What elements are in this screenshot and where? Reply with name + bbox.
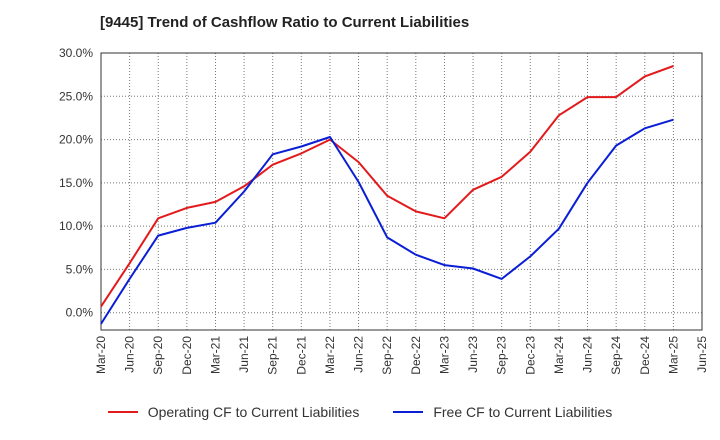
x-tick-label: Dec-20 [180, 336, 194, 375]
y-tick-label: 5.0% [66, 262, 94, 276]
x-tick-label: Jun-23 [466, 336, 480, 373]
y-tick-label: 15.0% [59, 176, 93, 190]
legend-label-operating-cf: Operating CF to Current Liabilities [147, 404, 360, 420]
x-tick-label: Mar-23 [437, 336, 451, 374]
legend: Operating CF to Current Liabilities Free… [0, 404, 720, 420]
x-tick-label: Sep-22 [380, 336, 394, 375]
plot-area-border [100, 52, 703, 331]
x-tick-label: Mar-22 [323, 336, 337, 374]
legend-item-free-cf: Free CF to Current Liabilities [393, 404, 612, 420]
series-line-operating-cf [100, 65, 674, 308]
y-tick-label: 25.0% [59, 89, 93, 103]
x-tick-label: Dec-21 [294, 336, 308, 375]
x-tick-label: Jun-21 [237, 336, 251, 373]
x-axis-labels: Mar-20 Jun-20 Sep-20 Dec-20 Mar-21 Jun-21 Sep-… [94, 336, 709, 375]
x-tick-label: Sep-20 [151, 336, 165, 375]
x-tick-label: Jun-20 [123, 336, 137, 373]
x-tick-label: Dec-24 [638, 336, 652, 375]
series-line-free-cf [100, 118, 674, 325]
y-tick-label: 30.0% [59, 46, 93, 60]
x-tick-label: Jun-25 [695, 336, 709, 373]
y-tick-label: 10.0% [59, 219, 93, 233]
x-tick-label: Mar-21 [208, 336, 222, 374]
x-tick-label: Mar-20 [94, 336, 108, 374]
x-tick-label: Sep-21 [266, 336, 280, 375]
grid-layer [101, 52, 702, 330]
y-tick-label: 0.0% [66, 306, 94, 320]
x-tick-label: Sep-24 [609, 336, 623, 375]
x-tick-label: Mar-25 [666, 336, 680, 374]
series-layer [100, 65, 674, 325]
x-tick-label: Dec-22 [409, 336, 423, 375]
y-tick-label: 20.0% [59, 133, 93, 147]
legend-swatch-operating-cf [107, 411, 138, 413]
x-tick-label: Dec-23 [523, 336, 537, 375]
y-axis-labels: 0.0% 5.0% 10.0% 15.0% 20.0% 25.0% 30.0% [59, 46, 93, 320]
legend-swatch-free-cf [393, 411, 424, 413]
x-tick-label: Sep-23 [495, 336, 509, 375]
x-tick-label: Mar-24 [552, 336, 566, 374]
legend-label-free-cf: Free CF to Current Liabilities [433, 404, 613, 420]
x-tick-label: Jun-22 [352, 336, 366, 373]
chart-title: [9445] Trend of Cashflow Ratio to Curren… [100, 14, 470, 31]
legend-item-operating-cf: Operating CF to Current Liabilities [107, 404, 360, 420]
x-tick-label: Jun-24 [581, 336, 595, 373]
